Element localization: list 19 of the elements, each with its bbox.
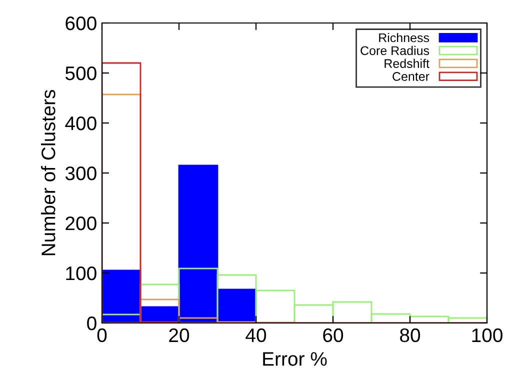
x-tick-label: 60 [323, 328, 344, 342]
y-tick-label: 0 [87, 316, 96, 330]
x-tick-label: 40 [246, 328, 266, 342]
x-tick-label: 20 [169, 328, 190, 342]
legend-label: Core Radius [360, 46, 430, 56]
y-tick-label: 200 [66, 216, 96, 230]
y-tick-label: 400 [65, 116, 96, 130]
x-tick-label: 100 [472, 328, 502, 342]
x-axis-title: Error % [263, 352, 327, 366]
x-tick-label: 80 [400, 328, 420, 342]
legend-label: Redshift [384, 58, 430, 68]
legend-label: Richness [379, 33, 430, 42]
y-tick-label: 500 [65, 66, 96, 80]
y-tick-label: 300 [65, 166, 96, 180]
y-tick-label: 100 [66, 266, 96, 280]
y-axis-title: Number of Clusters [41, 90, 56, 256]
x-tick-label: 0 [97, 328, 107, 342]
legend-label: Center [392, 72, 430, 81]
y-tick-label: 600 [66, 16, 96, 30]
